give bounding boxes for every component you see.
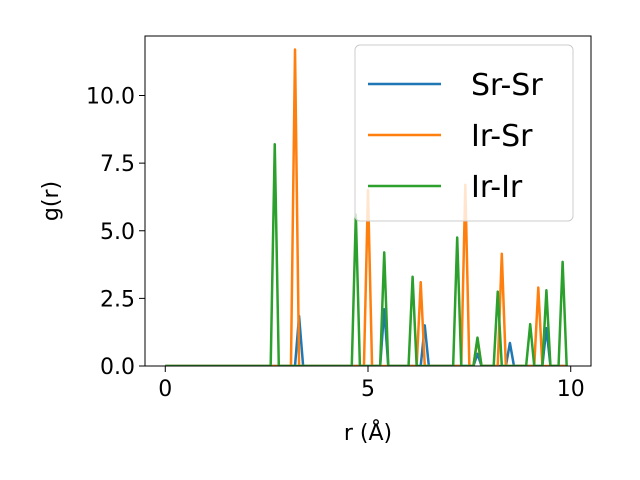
legend-label-ir-ir: Ir-Ir xyxy=(471,170,523,205)
legend-box xyxy=(354,44,574,222)
legend-label-sr-sr: Sr-Sr xyxy=(471,68,543,103)
y-tick-label: 5.0 xyxy=(100,220,135,245)
legend-entries: Sr-Sr Ir-Sr Ir-Ir xyxy=(368,68,543,205)
legend-label-ir-sr: Ir-Sr xyxy=(471,119,533,154)
x-tick-label: 5 xyxy=(361,377,375,402)
ticks: 0 5 10 0.0 2.5 5.0 7.5 10.0 xyxy=(86,85,585,402)
legend: Sr-Sr Ir-Sr Ir-Ir xyxy=(354,44,574,222)
plot-frame xyxy=(144,35,592,367)
y-tick-label: 2.5 xyxy=(100,287,135,312)
x-tick-label: 0 xyxy=(158,377,172,402)
x-axis-label: r (Å) xyxy=(344,419,392,446)
y-tick-label: 7.5 xyxy=(100,152,135,177)
x-tick-label: 10 xyxy=(557,377,585,402)
y-tick-label: 0.0 xyxy=(100,355,135,380)
y-tick-label: 10.0 xyxy=(86,85,135,110)
y-axis-label: g(r) xyxy=(39,181,64,221)
